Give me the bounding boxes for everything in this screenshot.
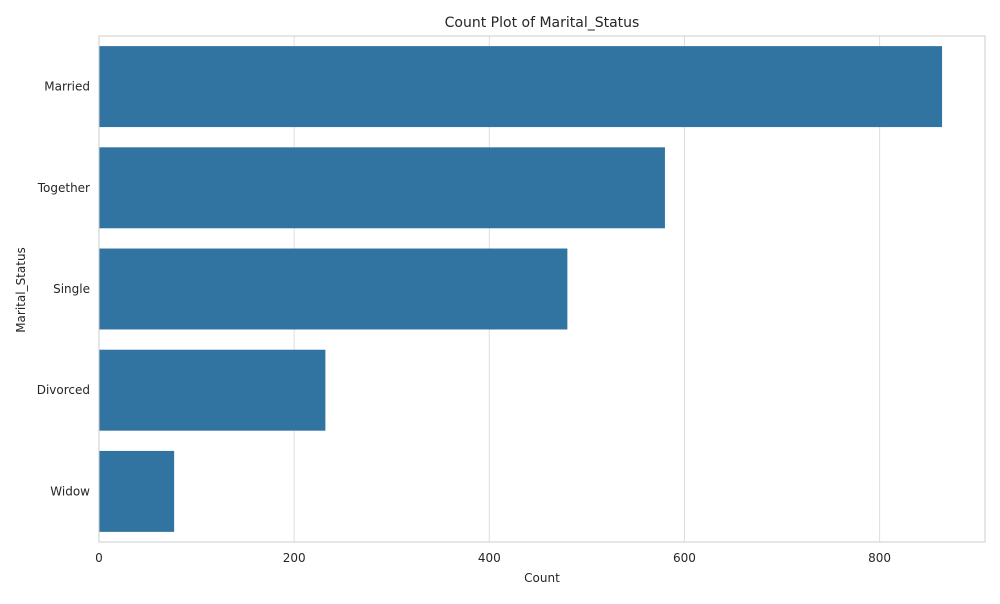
y-tick-label: Married	[44, 80, 90, 94]
x-tick-label: 200	[283, 551, 306, 565]
x-tick-labels: 0 200 400 600 800	[95, 551, 891, 565]
x-tick-label: 400	[478, 551, 501, 565]
x-tick-label: 800	[868, 551, 891, 565]
y-axis-label: Marital_Status	[14, 247, 28, 333]
bar-widow	[99, 450, 175, 532]
axes-frame	[98, 35, 986, 543]
bar-single	[99, 248, 568, 330]
y-tick-label: Divorced	[37, 383, 90, 397]
x-tick-label: 0	[95, 551, 103, 565]
bar-married	[99, 46, 943, 128]
bar-together	[99, 147, 665, 229]
y-tick-label: Single	[53, 282, 90, 296]
bar-divorced	[99, 349, 326, 431]
x-axis-label: Count	[524, 571, 560, 585]
y-tick-label: Together	[37, 181, 90, 195]
y-tick-label: Widow	[50, 484, 90, 498]
chart-title: Count Plot of Marital_Status	[445, 15, 640, 31]
x-tick-label: 600	[673, 551, 696, 565]
bars	[99, 46, 943, 532]
y-tick-labels: Married Together Single Divorced Widow	[37, 80, 90, 499]
